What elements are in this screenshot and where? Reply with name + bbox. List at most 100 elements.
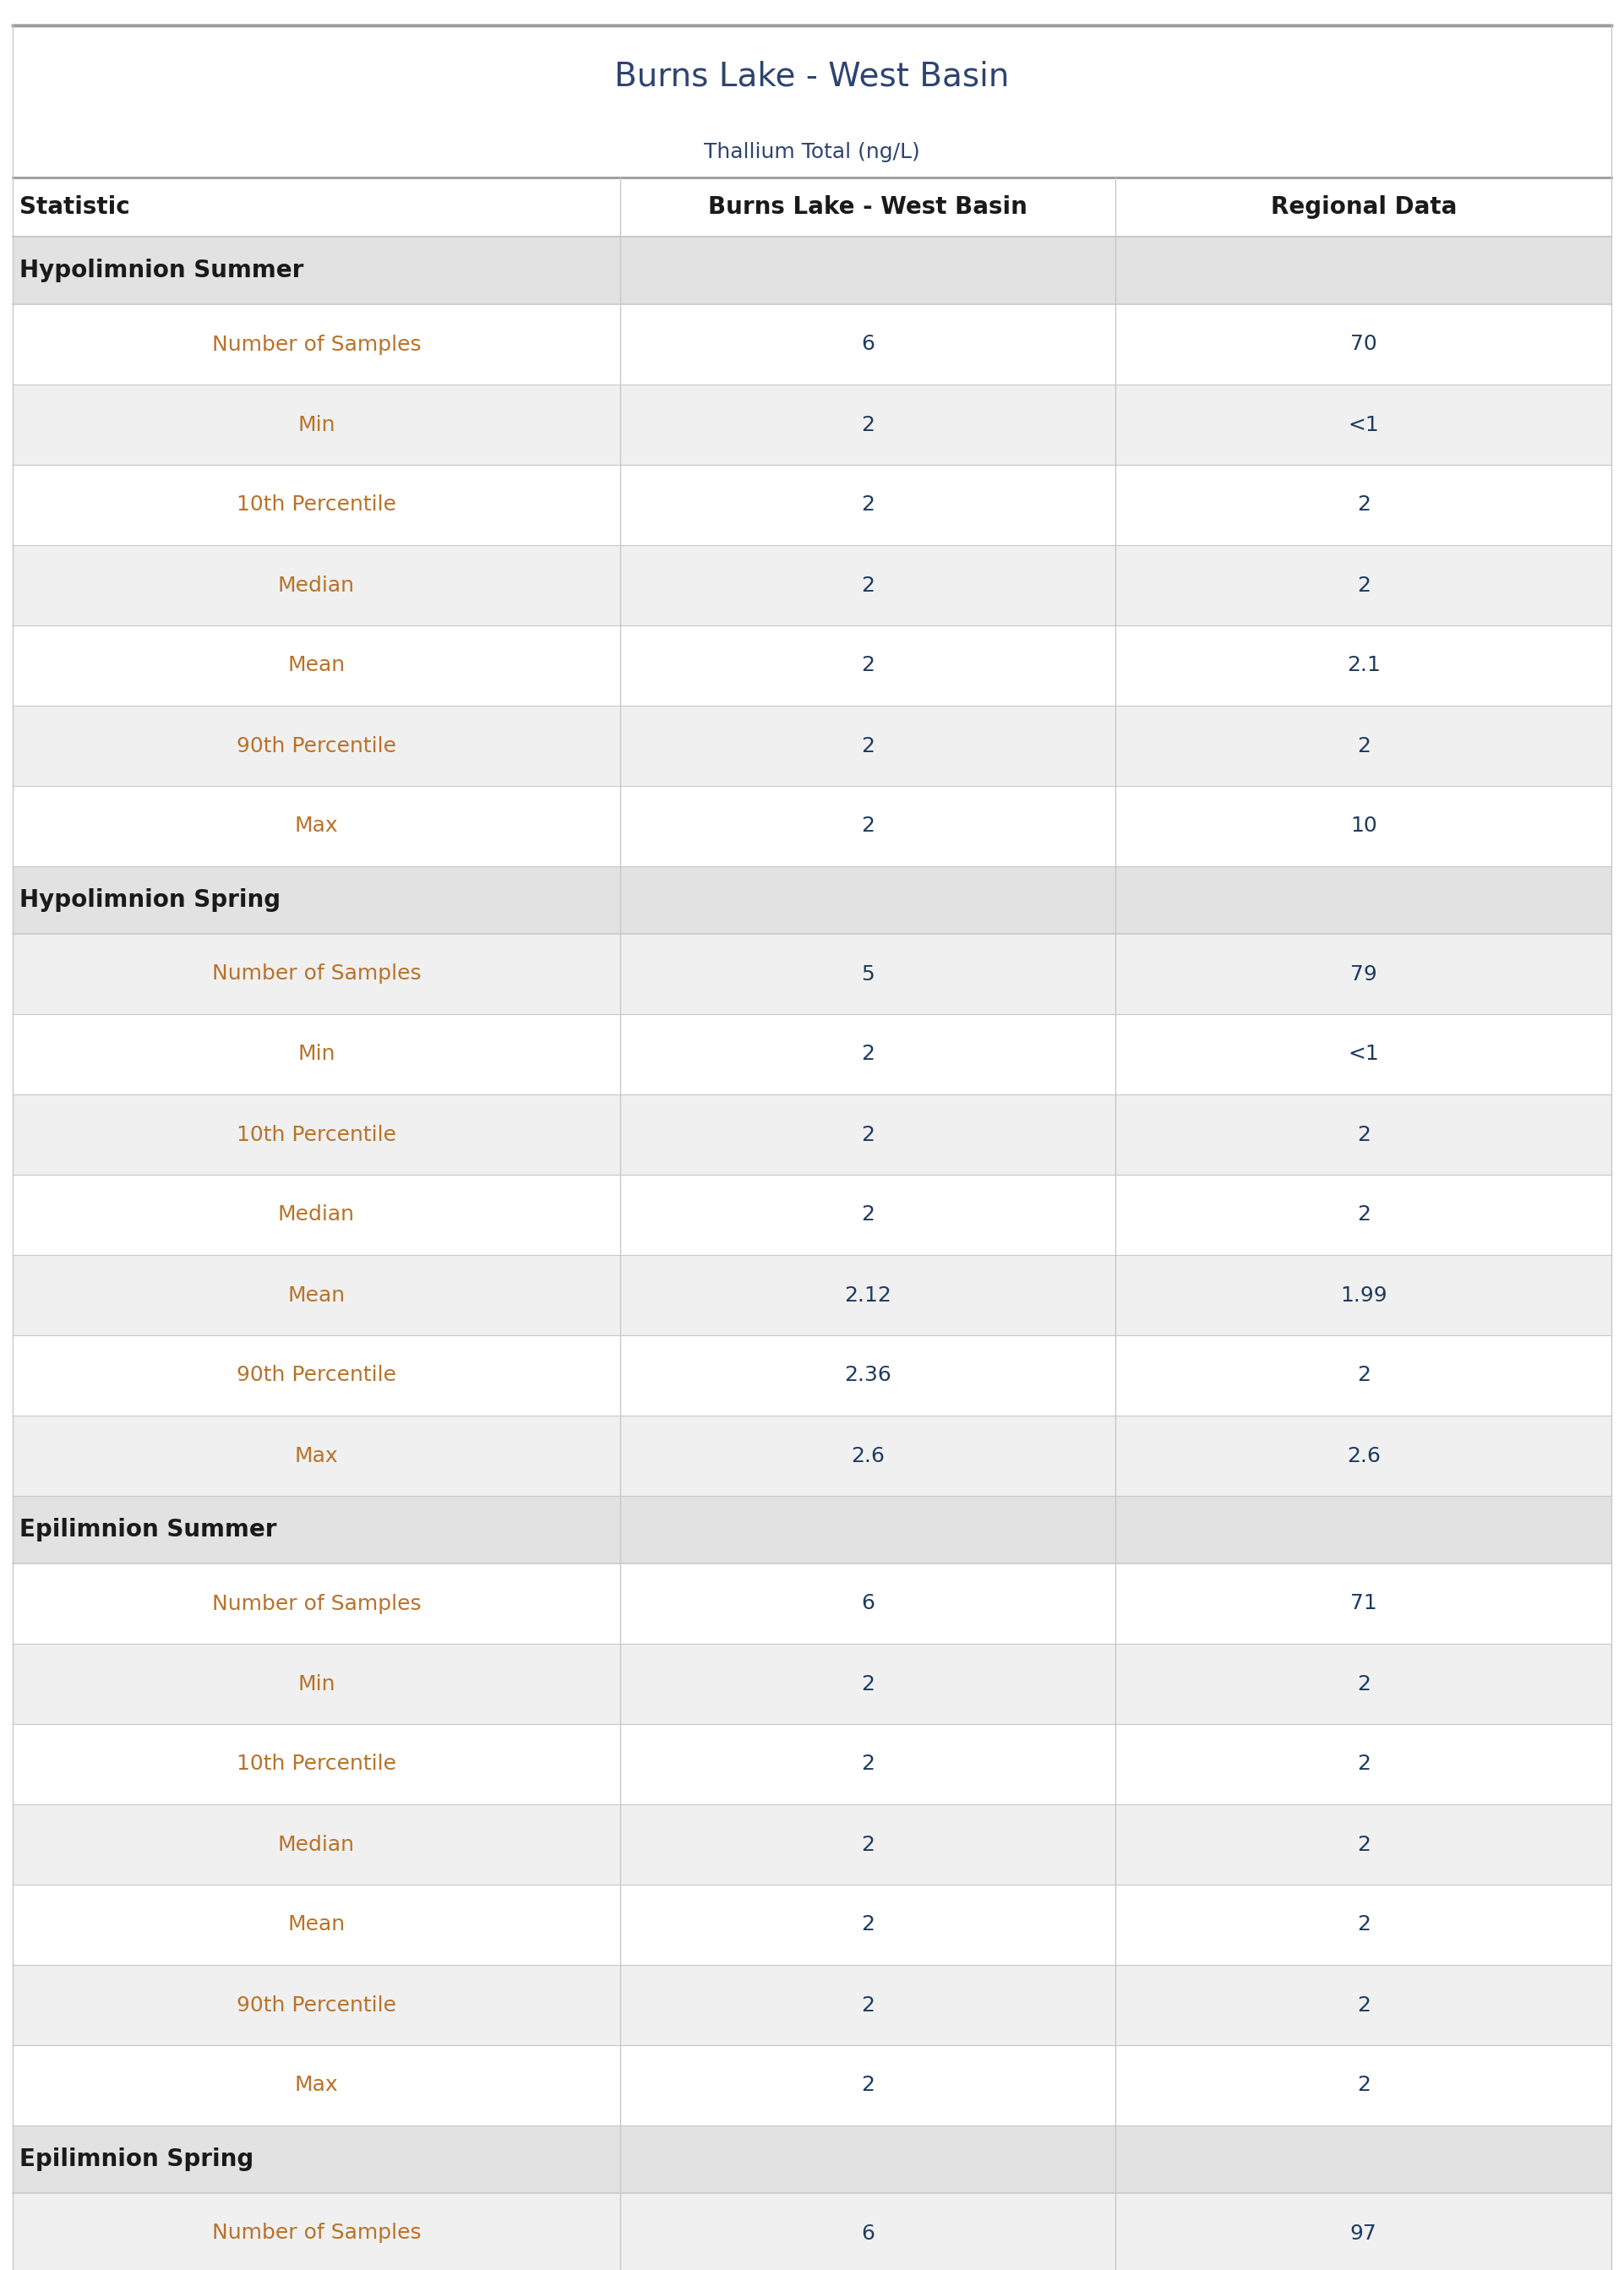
Text: 6: 6 bbox=[861, 334, 875, 354]
Text: 2: 2 bbox=[861, 495, 875, 515]
Text: 2.36: 2.36 bbox=[844, 1364, 892, 1385]
Text: 2: 2 bbox=[1356, 1834, 1371, 1855]
Text: 2: 2 bbox=[1356, 495, 1371, 515]
Text: Median: Median bbox=[278, 574, 356, 595]
Bar bbox=[13, 2125, 1611, 2193]
Text: 2: 2 bbox=[861, 735, 875, 756]
Text: 2: 2 bbox=[861, 1124, 875, 1144]
Text: <1: <1 bbox=[1348, 415, 1379, 436]
Text: 10th Percentile: 10th Percentile bbox=[237, 1755, 396, 1775]
Text: Number of Samples: Number of Samples bbox=[211, 965, 421, 985]
Bar bbox=[13, 1416, 1611, 1496]
Text: 2.6: 2.6 bbox=[1346, 1446, 1380, 1466]
Text: 1.99: 1.99 bbox=[1340, 1285, 1387, 1305]
Text: 10th Percentile: 10th Percentile bbox=[237, 495, 396, 515]
Text: 90th Percentile: 90th Percentile bbox=[237, 1995, 396, 2016]
Text: 2: 2 bbox=[1356, 2075, 1371, 2095]
Bar bbox=[13, 25, 1611, 127]
Text: Max: Max bbox=[294, 2075, 338, 2095]
Bar bbox=[13, 1335, 1611, 1416]
Bar bbox=[13, 933, 1611, 1015]
Bar bbox=[13, 1015, 1611, 1094]
Text: 2: 2 bbox=[861, 1995, 875, 2016]
Text: Hypolimnion Summer: Hypolimnion Summer bbox=[19, 259, 304, 281]
Bar bbox=[13, 304, 1611, 384]
Text: 2: 2 bbox=[1356, 1673, 1371, 1693]
Text: 2: 2 bbox=[1356, 1124, 1371, 1144]
Text: 2: 2 bbox=[861, 1755, 875, 1775]
Text: 97: 97 bbox=[1350, 2222, 1377, 2243]
Text: 2: 2 bbox=[861, 815, 875, 835]
Text: 2: 2 bbox=[861, 1673, 875, 1693]
Text: 2: 2 bbox=[861, 415, 875, 436]
Bar bbox=[13, 465, 1611, 545]
Text: 90th Percentile: 90th Percentile bbox=[237, 1364, 396, 1385]
Text: Hypolimnion Spring: Hypolimnion Spring bbox=[19, 888, 281, 913]
Text: 2: 2 bbox=[861, 1205, 875, 1226]
Text: Median: Median bbox=[278, 1834, 356, 1855]
Bar bbox=[13, 627, 1611, 706]
Text: Max: Max bbox=[294, 1446, 338, 1466]
Bar bbox=[13, 127, 1611, 177]
Text: 2: 2 bbox=[861, 574, 875, 595]
Text: 2: 2 bbox=[1356, 735, 1371, 756]
Text: Number of Samples: Number of Samples bbox=[211, 2222, 421, 2243]
Text: Min: Min bbox=[297, 1673, 335, 1693]
Text: 2.12: 2.12 bbox=[844, 1285, 892, 1305]
Text: 2: 2 bbox=[861, 2075, 875, 2095]
Bar bbox=[13, 177, 1611, 236]
Bar bbox=[13, 236, 1611, 304]
Bar bbox=[13, 545, 1611, 627]
Text: Epilimnion Spring: Epilimnion Spring bbox=[19, 2147, 253, 2170]
Bar bbox=[13, 1094, 1611, 1174]
Bar bbox=[13, 706, 1611, 785]
Text: Regional Data: Regional Data bbox=[1270, 195, 1457, 218]
Bar bbox=[13, 1496, 1611, 1564]
Bar bbox=[13, 1723, 1611, 1805]
Text: 2: 2 bbox=[1356, 1995, 1371, 2016]
Text: 5: 5 bbox=[861, 965, 875, 985]
Text: Mean: Mean bbox=[287, 1285, 346, 1305]
Bar bbox=[13, 1255, 1611, 1335]
Text: 2: 2 bbox=[861, 1914, 875, 1934]
Text: Burns Lake - West Basin: Burns Lake - West Basin bbox=[708, 195, 1028, 218]
Text: 2.6: 2.6 bbox=[851, 1446, 885, 1466]
Text: Min: Min bbox=[297, 1044, 335, 1065]
Bar bbox=[13, 1966, 1611, 2045]
Bar bbox=[13, 2045, 1611, 2125]
Text: 10th Percentile: 10th Percentile bbox=[237, 1124, 396, 1144]
Bar bbox=[13, 1174, 1611, 1255]
Text: 90th Percentile: 90th Percentile bbox=[237, 735, 396, 756]
Text: Number of Samples: Number of Samples bbox=[211, 1594, 421, 1614]
Bar bbox=[13, 1643, 1611, 1723]
Text: Epilimnion Summer: Epilimnion Summer bbox=[19, 1519, 276, 1541]
Bar bbox=[13, 785, 1611, 867]
Text: Thallium Total (ng/L): Thallium Total (ng/L) bbox=[703, 143, 921, 161]
Bar bbox=[13, 1884, 1611, 1966]
Text: 2: 2 bbox=[861, 1044, 875, 1065]
Text: 2: 2 bbox=[861, 656, 875, 676]
Text: 2: 2 bbox=[1356, 1914, 1371, 1934]
Text: Min: Min bbox=[297, 415, 335, 436]
Bar bbox=[13, 867, 1611, 933]
Text: 79: 79 bbox=[1350, 965, 1377, 985]
Bar bbox=[13, 1805, 1611, 1884]
Text: 2: 2 bbox=[1356, 1364, 1371, 1385]
Bar bbox=[13, 2193, 1611, 2270]
Text: 2.1: 2.1 bbox=[1346, 656, 1380, 676]
Text: 2: 2 bbox=[1356, 1755, 1371, 1775]
Text: Max: Max bbox=[294, 815, 338, 835]
Text: Statistic: Statistic bbox=[19, 195, 130, 218]
Text: 10: 10 bbox=[1350, 815, 1377, 835]
Text: 2: 2 bbox=[861, 1834, 875, 1855]
Text: 6: 6 bbox=[861, 2222, 875, 2243]
Text: 6: 6 bbox=[861, 1594, 875, 1614]
Text: 71: 71 bbox=[1350, 1594, 1377, 1614]
Text: <1: <1 bbox=[1348, 1044, 1379, 1065]
Text: Number of Samples: Number of Samples bbox=[211, 334, 421, 354]
Text: Burns Lake - West Basin: Burns Lake - West Basin bbox=[614, 59, 1010, 93]
Text: 70: 70 bbox=[1350, 334, 1377, 354]
Text: 2: 2 bbox=[1356, 574, 1371, 595]
Text: 2: 2 bbox=[1356, 1205, 1371, 1226]
Text: Median: Median bbox=[278, 1205, 356, 1226]
